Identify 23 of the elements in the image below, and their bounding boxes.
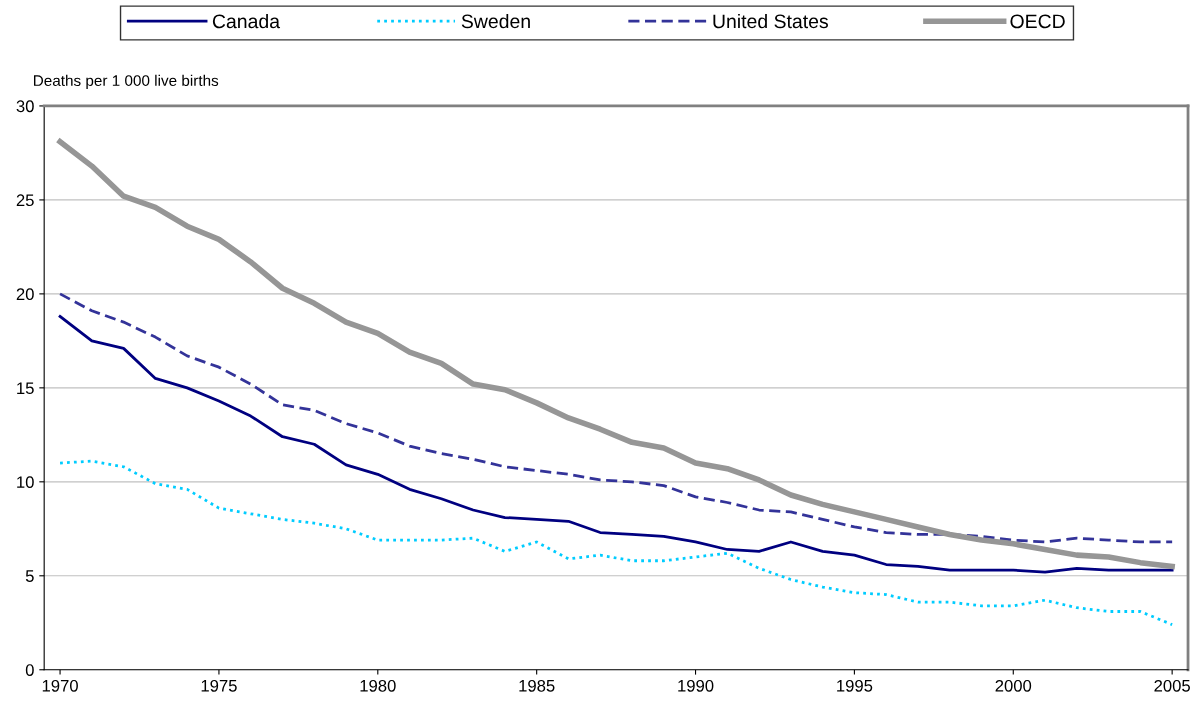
legend-label: Canada — [212, 13, 281, 29]
y-tick-label: 10 — [17, 476, 34, 489]
x-tick-label: 1975 — [201, 679, 237, 692]
x-tick-label: 2000 — [995, 679, 1032, 692]
legend-label: OECD — [1010, 14, 1065, 29]
y-tick-label: 15 — [17, 382, 34, 395]
x-tick-label: 1995 — [837, 679, 873, 692]
x-tick-label: 1990 — [678, 679, 714, 692]
x-tick-label: 2005 — [1154, 679, 1190, 692]
x-tick-label: 1970 — [42, 679, 78, 692]
x-tick-label: 1980 — [360, 679, 396, 692]
line-series — [58, 459, 1174, 627]
y-axis-title: Deaths per 1 000 live births — [33, 74, 219, 90]
legend-label: United States — [713, 13, 828, 29]
legend-label: Sweden — [461, 13, 530, 29]
line-series — [58, 315, 1174, 574]
line-series — [58, 292, 1174, 544]
y-tick-label: 25 — [16, 194, 34, 207]
y-tick-label: 20 — [16, 288, 34, 301]
x-tick-label: 1985 — [519, 679, 555, 692]
y-tick-label: 30 — [16, 100, 34, 113]
y-tick-label: 0 — [25, 664, 34, 676]
y-tick-label: 5 — [25, 570, 34, 582]
